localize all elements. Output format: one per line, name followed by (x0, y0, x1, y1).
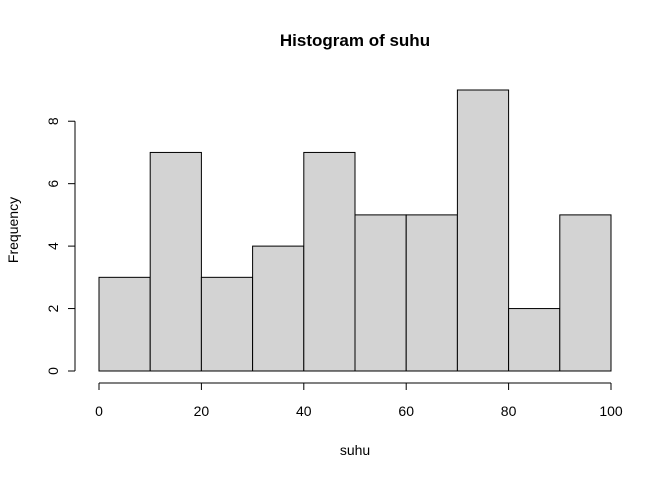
bar-4 (303, 151, 356, 372)
x-axis-label: suhu (340, 442, 370, 458)
bar-0 (98, 276, 151, 372)
bar-8 (508, 308, 561, 372)
x-axis: 0 20 40 60 80 100 (95, 382, 623, 419)
y-tick-label-2: 4 (45, 242, 61, 250)
bar-3 (252, 245, 305, 372)
bar-6 (405, 214, 458, 372)
bars-group (98, 89, 612, 372)
bar-7 (456, 89, 510, 372)
bar-1 (149, 151, 202, 372)
bar-9 (559, 214, 612, 372)
chart-title: Histogram of suhu (280, 31, 430, 50)
bar-5 (354, 214, 407, 372)
x-tick-label-5: 100 (599, 403, 623, 419)
y-tick-label-4: 8 (45, 117, 61, 125)
x-tick-label-4: 80 (501, 403, 517, 419)
y-tick-label-3: 6 (45, 180, 61, 188)
x-tick-label-1: 20 (194, 403, 210, 419)
y-tick-label-1: 2 (45, 304, 61, 312)
y-axis: 0 2 4 6 8 (45, 117, 76, 375)
x-tick-label-2: 40 (296, 403, 312, 419)
x-tick-label-0: 0 (95, 403, 103, 419)
bar-2 (200, 276, 254, 372)
y-tick-label-0: 0 (45, 367, 61, 375)
x-tick-label-3: 60 (398, 403, 414, 419)
y-axis-label: Frequency (5, 197, 21, 263)
